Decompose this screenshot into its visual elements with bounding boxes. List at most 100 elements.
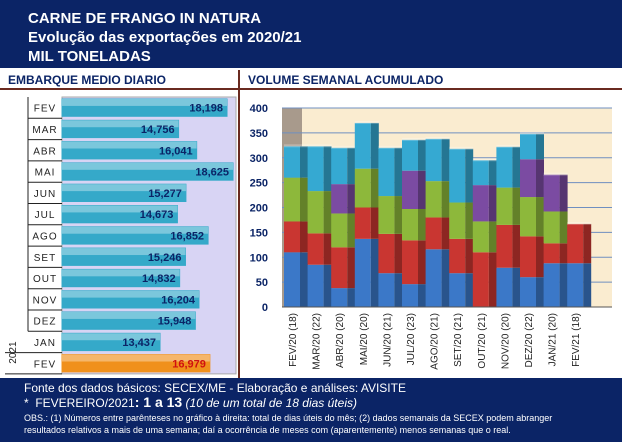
y-tick-label: 200 — [250, 203, 268, 215]
x-tick-label: JUN/20 (21) — [382, 313, 393, 367]
bar-segment-side — [418, 139, 426, 171]
y-tick-label: 300 — [250, 153, 268, 165]
title-line-2: Evolução das exportações em 2020/21 — [28, 29, 302, 46]
bar-segment — [449, 238, 466, 274]
bar-top — [284, 144, 308, 148]
x-tick-label: NOV/20 (20) — [500, 313, 511, 369]
bar-segment — [520, 277, 536, 307]
y-tick-label: 100 — [250, 252, 268, 264]
bar-top — [378, 145, 403, 149]
value-label: 14,756 — [141, 124, 175, 136]
category-label: SET — [34, 253, 56, 264]
bar-segment — [449, 148, 466, 203]
bar-segment — [402, 208, 418, 241]
bar-highlight — [62, 248, 186, 256]
bar-segment — [425, 138, 442, 182]
bar-highlight — [62, 141, 197, 149]
bar-segment-side — [512, 146, 521, 188]
bar-segment — [425, 217, 442, 250]
bar — [61, 268, 181, 288]
bar-top — [543, 172, 568, 176]
bar-segment — [496, 267, 513, 307]
x-tick-label: FEV/21 (18) — [571, 313, 582, 367]
note-days: (10 de um total de 18 dias úteis) — [185, 396, 357, 410]
bar-segment-side — [559, 211, 568, 244]
value-label: 14,832 — [142, 273, 176, 285]
bar-segment-side — [347, 247, 356, 289]
title-line-3: MIL TONELADAS — [28, 48, 151, 65]
bar — [61, 183, 187, 202]
category-label: AGO — [32, 231, 57, 242]
bar-segment-side — [559, 243, 568, 264]
value-label: 16,204 — [161, 294, 196, 306]
category-label: FEV — [34, 359, 56, 370]
x-tick-label: ABR/20 (20) — [335, 313, 346, 368]
bar-highlight — [62, 205, 178, 213]
x-tick-label: OUT/20 (21) — [477, 313, 488, 369]
bar-segment — [472, 160, 489, 186]
bar-segment-side — [347, 288, 356, 307]
bar-segment-side — [323, 191, 332, 234]
bar-segment-side — [583, 223, 592, 264]
y-tick-label: 250 — [250, 178, 268, 190]
bar-segment — [402, 170, 418, 209]
header: CARNE DE FRANGO IN NATURA Evolução das e… — [0, 0, 622, 68]
bar-segment-side — [441, 217, 450, 250]
bar-highlight — [62, 162, 234, 170]
bar-segment — [402, 284, 418, 307]
value-label: 13,437 — [122, 337, 156, 349]
bar — [61, 354, 211, 373]
title-line-1: CARNE DE FRANGO IN NATURA — [28, 10, 262, 27]
bar — [61, 332, 161, 352]
bar-segment-side — [465, 273, 474, 307]
obs-text: OBS.: (1) Números entre parênteses no gr… — [24, 413, 553, 435]
bar-highlight — [62, 226, 209, 234]
bar-segment — [496, 187, 513, 225]
bar-segment-side — [300, 252, 308, 307]
bar-segment-side — [370, 238, 379, 307]
bar-highlight — [62, 312, 196, 319]
bar-segment-side — [394, 196, 403, 234]
bar-segment-side — [323, 264, 332, 307]
bar-segment-side — [536, 159, 544, 198]
bar-top — [307, 144, 332, 148]
bar-segment — [331, 184, 348, 214]
left-chart-title: EMBARQUE MEDIO DIARIO — [0, 70, 238, 90]
bar-top — [567, 221, 592, 225]
bar-segment-side — [559, 263, 568, 307]
bar — [61, 162, 234, 181]
y-tick-label: 50 — [256, 277, 268, 289]
bar-segment-side — [300, 177, 308, 222]
bar-segment-side — [370, 168, 379, 208]
bar-segment — [543, 243, 560, 264]
bar-segment-side — [418, 240, 426, 285]
bar-segment-side — [418, 170, 426, 209]
bar-segment-side — [394, 147, 403, 197]
bar-segment-side — [323, 146, 332, 192]
bar-segment-side — [441, 138, 450, 182]
bar-segment-side — [488, 160, 497, 186]
bar-segment-side — [370, 207, 379, 239]
value-label: 16,852 — [170, 230, 204, 242]
right-chart-title: VOLUME SEMANAL ACUMULADO — [240, 70, 622, 90]
bar-segment — [496, 224, 513, 268]
bar-segment — [307, 191, 324, 234]
bar-segment — [378, 196, 395, 234]
category-label: JAN — [34, 338, 56, 349]
value-label: 15,246 — [148, 252, 182, 264]
bar-segment — [543, 211, 560, 244]
bar-segment — [425, 181, 442, 218]
bar-top — [402, 137, 426, 141]
bar-segment-side — [347, 147, 356, 185]
bar-segment-side — [300, 146, 308, 178]
bar-segment — [354, 207, 371, 239]
x-tick-label: DEZ/20 (22) — [524, 313, 535, 367]
bar-segment — [284, 221, 300, 253]
x-tick-label: AGO/20 (21) — [430, 313, 441, 370]
bar — [61, 98, 228, 117]
bar — [61, 226, 209, 245]
bar-segment-side — [441, 181, 450, 218]
bar-segment-side — [488, 221, 497, 253]
bar-highlight — [62, 269, 180, 277]
bar-segment-side — [300, 221, 308, 253]
